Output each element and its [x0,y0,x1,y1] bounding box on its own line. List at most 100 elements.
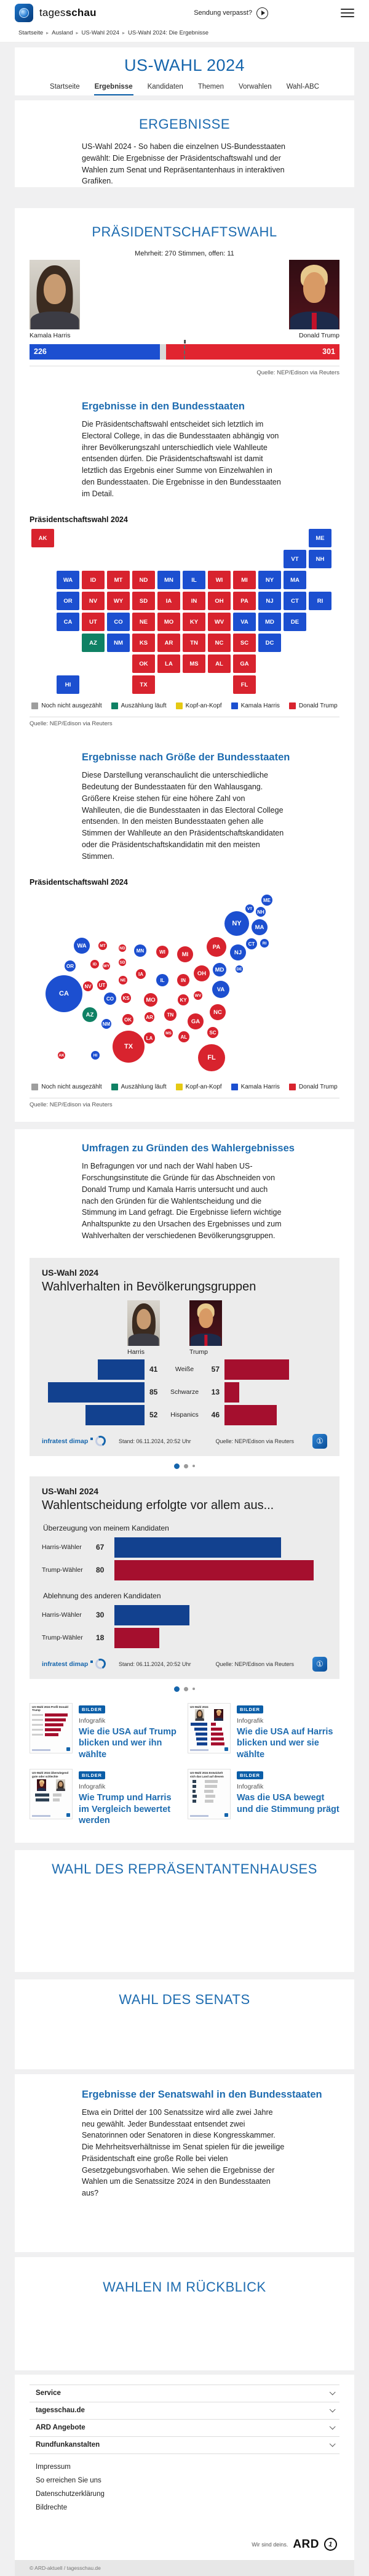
breadcrumb-item[interactable]: Startseite [18,30,44,36]
tab-ergebnisse[interactable]: Ergebnisse [93,81,133,95]
state-bubble-VA[interactable]: VA [212,981,229,999]
state-bubble-IN[interactable]: IN [177,974,189,987]
state-tile-WY[interactable]: WY [107,592,130,611]
state-tile-AK[interactable]: AK [31,529,54,548]
state-bubble-OK[interactable]: OK [122,1014,133,1026]
state-bubble-PA[interactable]: PA [207,937,226,957]
state-tile-NH[interactable]: NH [309,550,331,569]
tab-startseite[interactable]: Startseite [50,83,80,91]
state-bubble-VT[interactable]: VT [245,904,254,914]
state-bubble-CO[interactable]: CO [104,992,116,1005]
state-bubble-NY[interactable]: NY [224,911,249,936]
state-tile-WV[interactable]: WV [208,613,231,632]
teaser-thumbnail-trump-profile[interactable]: US-Wahl 2024 Profil Donald Trump [30,1702,73,1753]
state-bubble-AK[interactable]: AK [58,1052,65,1060]
breadcrumb-item[interactable]: US-Wahl 2024 [81,30,119,36]
tab-wahl-abc[interactable]: Wahl-ABC [286,83,319,91]
tab-themen[interactable]: Themen [197,83,224,91]
footer-link-impressum[interactable]: Impressum [36,2463,71,2471]
state-tile-MN[interactable]: MN [157,571,180,590]
state-bubble-TN[interactable]: TN [164,1008,177,1021]
state-tile-TX[interactable]: TX [132,675,155,694]
state-tile-AZ[interactable]: AZ [82,634,105,653]
states-subheading[interactable]: Ergebnisse in den Bundesstaaten [82,401,245,412]
state-tile-VT[interactable]: VT [284,550,306,569]
state-bubble-NC[interactable]: NC [210,1004,226,1021]
state-bubble-RI[interactable]: RI [260,939,269,948]
carousel-dots[interactable] [30,1456,339,1476]
state-tile-KY[interactable]: KY [183,613,205,632]
teaser-thumbnail-rating[interactable]: US-Wahl 2024 Überwiegend gute oder schle… [30,1769,73,1820]
teaser-item[interactable]: US-Wahl 2024 Profilvergleich BILDER Infogr… [188,1702,339,1761]
state-bubble-SD[interactable]: SD [119,959,126,967]
state-tile-IN[interactable]: IN [183,592,205,611]
state-tile-WA[interactable]: WA [57,571,79,590]
state-tile-MT[interactable]: MT [107,571,130,590]
state-tile-MO[interactable]: MO [157,613,180,632]
state-bubble-MS[interactable]: MS [164,1029,173,1038]
state-tile-LA[interactable]: LA [157,654,180,674]
infographic-wahlverhalten[interactable]: US-Wahl 2024 Wahlverhalten in Bevölkerun… [30,1257,339,1456]
senatswahl-heading[interactable]: Ergebnisse der Senatswahl in den Bundess… [82,2088,322,2100]
infographic-wahlentscheidung[interactable]: US-Wahl 2024 Wahlentscheidung erfolgte v… [30,1476,339,1679]
state-bubble-OH[interactable]: OH [194,965,210,982]
state-tile-IA[interactable]: IA [157,592,180,611]
state-bubble-CT[interactable]: CT [246,938,257,950]
state-tile-UT[interactable]: UT [82,613,105,632]
state-tile-MS[interactable]: MS [183,654,205,674]
tab-kandidaten[interactable]: Kandidaten [147,83,183,91]
state-bubble-ME[interactable]: ME [261,895,272,906]
state-bubble-MO[interactable]: MO [144,993,157,1007]
state-bubble-KY[interactable]: KY [178,994,189,1006]
electoral-college-bar[interactable]: 226 301 [30,340,339,360]
state-tile-CO[interactable]: CO [107,613,130,632]
state-tile-IL[interactable]: IL [183,571,205,590]
state-bubble-KS[interactable]: KS [121,993,131,1004]
teaser-thumbnail-direction[interactable]: US-Wahl 2024 Entwickelt sich das Land au… [188,1769,231,1820]
carousel-dots-2[interactable] [30,1679,339,1699]
dot-active-2[interactable] [174,1686,180,1692]
tab-vorwahlen[interactable]: Vorwahlen [239,83,272,91]
state-bubble-NV[interactable]: NV [83,981,93,992]
teaser-title[interactable]: Wie die USA auf Trump blicken und wer ih… [79,1726,177,1760]
tagesschau-logo-icon[interactable] [15,4,33,22]
state-bubble-MI[interactable]: MI [177,946,193,963]
state-tile-MI[interactable]: MI [233,571,256,590]
state-tile-ID[interactable]: ID [82,571,105,590]
state-bubble-NH[interactable]: NH [256,907,266,917]
us-states-map[interactable]: AK ME VT NH WA ID MT ND MN IL WI MI NY MA OR NV WY SD IA IN… [31,529,338,694]
state-bubble-MN[interactable]: MN [134,944,146,957]
breadcrumb-item[interactable]: Ausland [52,30,73,36]
teaser-item[interactable]: US-Wahl 2024 Entwickelt sich das Land au… [188,1769,339,1827]
state-tile-SD[interactable]: SD [132,592,155,611]
play-icon[interactable] [256,7,268,19]
state-bubble-WA[interactable]: WA [74,938,90,954]
dot-2b[interactable] [184,1686,188,1691]
size-subheading[interactable]: Ergebnisse nach Größe der Bundesstaaten [82,752,290,763]
us-bubble-cartogram[interactable]: ME VT NH NY MA WA MT ND MN WI MI PA NJ CT RI OR ID WY SD IA… [30,892,339,1076]
state-tile-SC[interactable]: SC [233,634,256,653]
state-tile-AR[interactable]: AR [157,634,180,653]
state-bubble-NE[interactable]: NE [119,976,127,985]
state-bubble-CA[interactable]: CA [46,975,82,1013]
state-tile-HI[interactable]: HI [57,675,79,694]
hamburger-menu-icon[interactable] [341,8,354,18]
state-bubble-DE[interactable]: DE [236,965,243,973]
state-tile-ND[interactable]: ND [132,571,155,590]
state-bubble-AR[interactable]: AR [145,1012,154,1023]
state-bubble-MA[interactable]: MA [252,919,268,936]
state-tile-MD[interactable]: MD [258,613,281,632]
state-tile-DC[interactable]: DC [258,634,281,653]
state-tile-PA[interactable]: PA [233,592,256,611]
state-tile-TN[interactable]: TN [183,634,205,653]
state-tile-RI[interactable]: RI [309,592,331,611]
state-tile-MA[interactable]: MA [284,571,306,590]
state-bubble-AZ[interactable]: AZ [82,1007,97,1023]
state-tile-FL[interactable]: FL [233,675,256,694]
breadcrumb-item[interactable]: US-Wahl 2024: Die Ergebnisse [127,30,209,36]
state-bubble-WI[interactable]: WI [156,946,169,959]
teaser-title[interactable]: Wie Trump und Harris im Vergleich bewert… [79,1793,172,1826]
dot-active[interactable] [174,1463,180,1469]
state-bubble-UT[interactable]: UT [97,980,107,991]
dot-3[interactable] [192,1465,195,1467]
